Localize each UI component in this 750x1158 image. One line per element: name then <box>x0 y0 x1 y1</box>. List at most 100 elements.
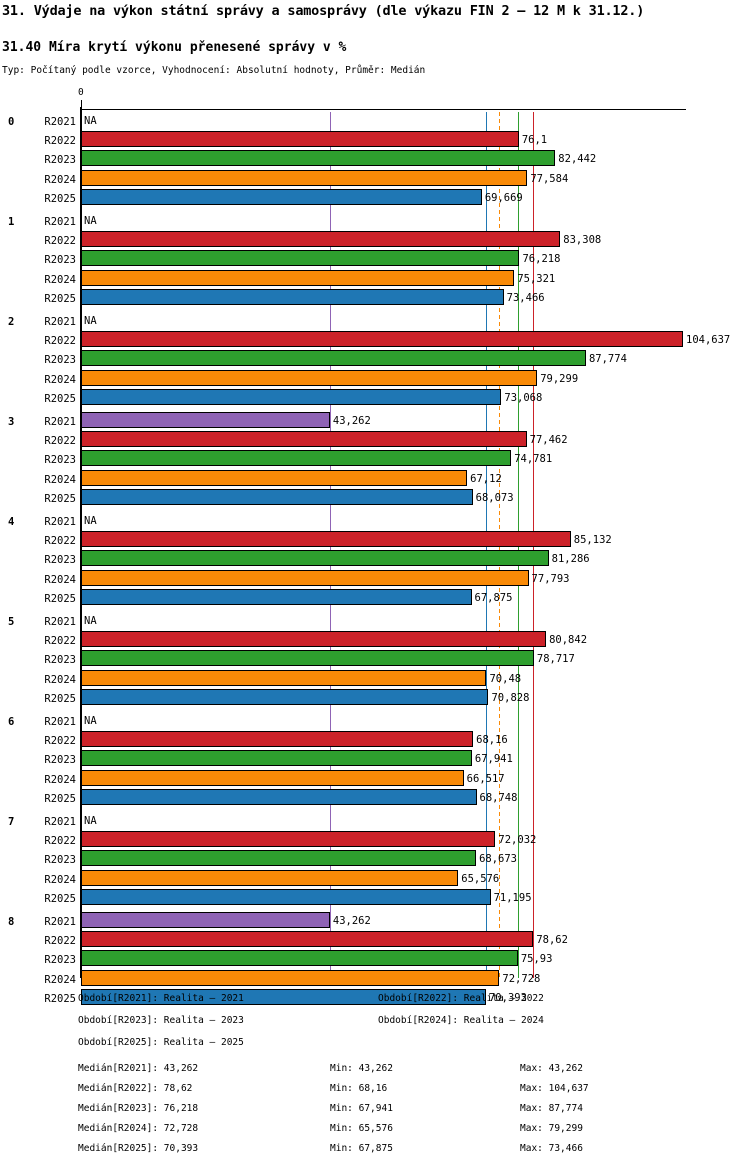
row-label-r2022: R2022 <box>44 435 76 448</box>
bar-value-label: 67,875 <box>474 591 513 604</box>
bar-na-text: NA <box>84 315 97 327</box>
bar-value-label: 80,842 <box>549 634 588 647</box>
bar-r2024[interactable] <box>81 869 459 886</box>
bar-r2025[interactable] <box>81 788 477 805</box>
row-label-r2022: R2022 <box>44 135 76 148</box>
bar-r2023[interactable] <box>81 150 556 167</box>
bar-value-label: 81,286 <box>551 553 590 566</box>
bar-r2021[interactable] <box>81 412 330 428</box>
row-label-r2021: R2021 <box>44 616 76 628</box>
bar-value-label: 43,262 <box>332 415 371 427</box>
legend-period-4: Období[R2025]: Realita – 2025 <box>78 1037 244 1048</box>
row-label-r2025: R2025 <box>44 192 76 205</box>
bar-r2022[interactable] <box>81 631 547 648</box>
row-label-r2024: R2024 <box>44 573 76 586</box>
group-index-label: 8 <box>8 916 15 928</box>
bar-r2024[interactable] <box>81 969 500 986</box>
bar-r2024[interactable] <box>81 469 468 486</box>
bar-r2022[interactable] <box>81 531 571 548</box>
row-label-r2024: R2024 <box>44 373 76 386</box>
bar-r2022[interactable] <box>81 831 496 848</box>
bar-value-label: 78,62 <box>536 934 568 947</box>
bar-r2024[interactable] <box>81 569 529 586</box>
bar-r2024[interactable] <box>81 269 515 286</box>
bar-r2022[interactable] <box>81 331 683 348</box>
bar-r2024[interactable] <box>81 369 538 386</box>
bar-value-label: 68,16 <box>476 734 508 747</box>
bar-r2025[interactable] <box>81 188 482 205</box>
bar-r2025[interactable] <box>81 388 502 405</box>
bar-r2025[interactable] <box>81 488 473 505</box>
legend-max-2: Max: 87,774 <box>520 1103 583 1114</box>
chart-meta-line: Typ: Počítaný podle vzorce, Vyhodnocení:… <box>2 65 426 76</box>
bar-r2025[interactable] <box>81 888 491 905</box>
bar-r2022[interactable] <box>81 431 527 448</box>
bar-r2023[interactable] <box>81 950 518 967</box>
row-label-r2022: R2022 <box>44 735 76 748</box>
bar-r2024[interactable] <box>81 769 464 786</box>
bar-value-label: 83,308 <box>563 234 602 247</box>
bar-value-label: 85,132 <box>573 534 612 547</box>
legend-median-4: Medián[R2025]: 70,393 <box>78 1143 199 1154</box>
group-index-label: 6 <box>8 716 15 728</box>
bar-r2024[interactable] <box>81 169 528 186</box>
bar-chart-plot: 0 0 R2021 NA R2022 76,1 R2023 82,442 R2024 77,584… <box>8 87 730 1005</box>
legend-median-0: Medián[R2021]: 43,262 <box>78 1063 199 1074</box>
bar-r2023[interactable] <box>81 850 477 867</box>
bar-value-label: 82,442 <box>558 153 597 166</box>
bar-r2023[interactable] <box>81 550 549 567</box>
row-label-r2021: R2021 <box>44 216 76 228</box>
legend-min-4: Min: 67,875 <box>330 1143 393 1154</box>
bar-r2022[interactable] <box>81 231 561 248</box>
bar-value-label: 87,774 <box>588 353 627 366</box>
group-index-label: 3 <box>8 416 15 428</box>
bar-value-label: 67,12 <box>470 472 502 485</box>
row-label-r2021: R2021 <box>44 116 76 128</box>
bar-r2025[interactable] <box>81 988 486 1005</box>
bar-r2021[interactable] <box>81 912 330 928</box>
x-axis-label-0: 0 <box>78 87 84 98</box>
bar-r2023[interactable] <box>81 750 472 767</box>
legend-period-2: Období[R2023]: Realita – 2023 <box>78 1015 244 1026</box>
bar-value-label: 76,1 <box>521 134 548 147</box>
page-title: 31. Výdaje na výkon státní správy a samo… <box>2 3 645 19</box>
bar-na-text: NA <box>84 715 97 727</box>
x-axis-tick-0 <box>81 100 82 108</box>
bar-r2025[interactable] <box>81 588 472 605</box>
bar-value-label: 79,299 <box>540 372 579 385</box>
bar-value-label: 72,728 <box>502 972 541 985</box>
group-index-label: 1 <box>8 216 15 228</box>
bar-na-text: NA <box>84 115 97 127</box>
row-label-r2024: R2024 <box>44 173 76 186</box>
bar-r2025[interactable] <box>81 688 489 705</box>
bar-na-text: NA <box>84 515 97 527</box>
legend-max-0: Max: 43,262 <box>520 1063 583 1074</box>
row-label-r2025: R2025 <box>44 892 76 905</box>
row-label-r2023: R2023 <box>44 854 76 867</box>
legend-min-0: Min: 43,262 <box>330 1063 393 1074</box>
row-label-r2021: R2021 <box>44 716 76 728</box>
bar-r2022[interactable] <box>81 131 519 148</box>
row-label-r2024: R2024 <box>44 273 76 286</box>
bar-r2023[interactable] <box>81 650 534 667</box>
group-index-label: 5 <box>8 616 15 628</box>
bar-value-label: 66,517 <box>466 772 505 785</box>
row-label-r2024: R2024 <box>44 773 76 786</box>
legend-max-3: Max: 79,299 <box>520 1123 583 1134</box>
bar-value-label: 76,218 <box>522 253 561 266</box>
bar-r2025[interactable] <box>81 288 504 305</box>
bar-r2024[interactable] <box>81 669 487 686</box>
bar-r2023[interactable] <box>81 450 512 467</box>
group-index-label: 4 <box>8 516 15 528</box>
bar-value-label: 77,584 <box>530 172 569 185</box>
row-label-r2021: R2021 <box>44 416 76 428</box>
legend-period-3: Období[R2024]: Realita – 2024 <box>378 1015 544 1026</box>
bar-value-label: 72,032 <box>498 834 537 847</box>
bar-r2022[interactable] <box>81 731 474 748</box>
bar-r2023[interactable] <box>81 250 520 267</box>
bar-r2022[interactable] <box>81 931 534 948</box>
row-label-r2025: R2025 <box>44 792 76 805</box>
row-label-r2025: R2025 <box>44 692 76 705</box>
bar-r2023[interactable] <box>81 350 586 367</box>
row-label-r2024: R2024 <box>44 973 76 986</box>
